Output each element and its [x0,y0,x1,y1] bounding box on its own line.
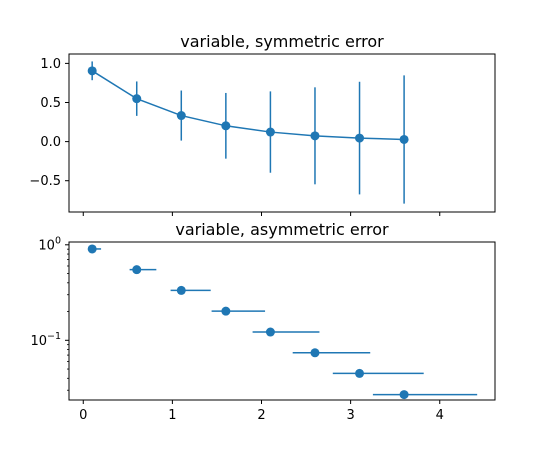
data-point [310,131,320,141]
data-point [221,306,231,316]
x-tick-label: 1 [168,408,176,423]
x-tick-label: 0 [79,408,87,423]
data-point [355,368,365,378]
top-chart-title: variable, symmetric error [180,32,384,51]
bottom-panel: variable, asymmetric error 0 1 2 3 4 100 10−1 [30,220,496,423]
data-point [87,244,97,254]
data-point [265,327,275,337]
top-axes-frame [68,53,496,213]
bottom-axes-frame [68,241,496,401]
bottom-chart-title: variable, asymmetric error [175,220,389,239]
y-tick-label: −0.5 [29,174,61,189]
data-point [176,285,186,295]
data-point [399,390,409,400]
data-point [87,66,97,76]
x-tick-label: 2 [257,408,265,423]
x-tick-label: 4 [436,408,444,423]
data-point [176,111,186,121]
y-tick-label: 100 [38,235,61,253]
data-point [221,121,231,131]
bottom-plot-area: 0 1 2 3 4 100 10−1 [30,235,478,423]
top-panel: variable, symmetric error 1.0 0.5 0.0 −0.5 [29,32,496,216]
data-point [310,348,320,358]
data-point [399,134,409,144]
y-tick-label: 0.0 [40,135,61,150]
data-point [265,127,275,137]
series-line [91,70,405,141]
top-plot-area: 1.0 0.5 0.0 −0.5 [29,57,441,216]
y-tick-label: 1.0 [40,57,61,72]
y-tick-label: 10−1 [30,331,61,349]
data-point [132,94,142,104]
x-tick-label: 3 [346,408,354,423]
y-tick-label: 0.5 [40,96,61,111]
data-point [132,265,142,275]
data-point [355,133,365,143]
